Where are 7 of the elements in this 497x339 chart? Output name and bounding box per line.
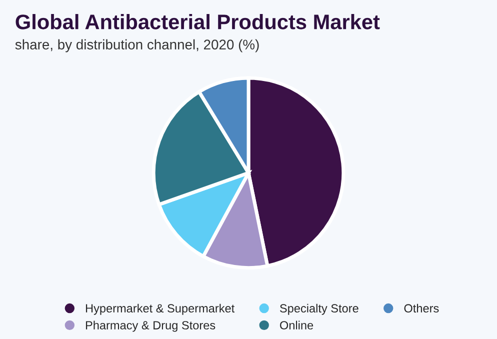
chart-subtitle: share, by distribution channel, 2020 (%) xyxy=(15,39,259,52)
legend-label: Online xyxy=(280,320,314,330)
chart-title: Global Antibacterial Products Market xyxy=(16,14,380,30)
legend-label: Others xyxy=(404,304,439,313)
legend-label: Hypermarket & Supermarket xyxy=(86,304,235,315)
legend-label: Specialty Store xyxy=(280,304,358,315)
legend-label: Pharmacy & Drug Stores xyxy=(86,320,216,332)
